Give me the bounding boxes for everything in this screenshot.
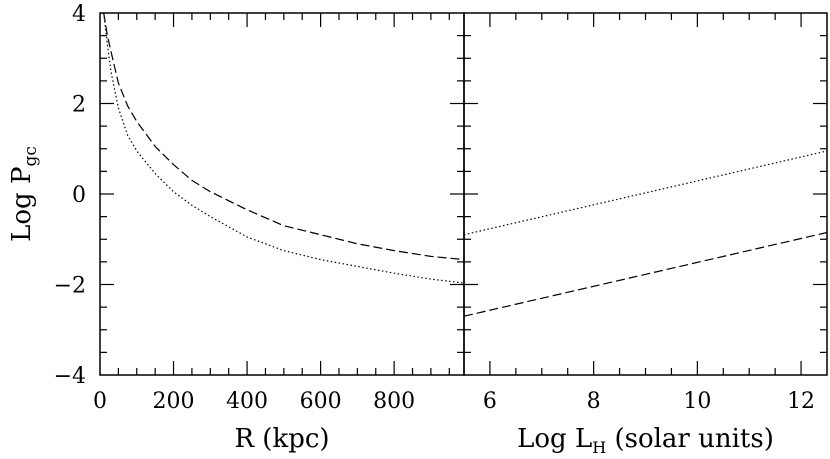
- right-panel: 6 8 10 12 Log LH (solar units): [463, 12, 828, 457]
- x-tick-label: 8: [587, 389, 601, 414]
- x-tick-label: 6: [483, 389, 497, 414]
- right-series: [463, 150, 828, 317]
- left-panel: 0 200 400 600 800 −4 −2 0 2 4 R (kpc) Log Pgc: [7, 2, 465, 454]
- x-tick-label: 800: [373, 389, 415, 414]
- y-label-subscript: gc: [21, 146, 41, 166]
- left-plot-frame: [99, 12, 465, 376]
- x-tick-label: 200: [153, 389, 195, 414]
- x-tick-label: 12: [787, 389, 815, 414]
- x-tick-label: 400: [226, 389, 268, 414]
- x-label-main: Log L: [517, 424, 592, 454]
- y-tick-label: 4: [72, 2, 86, 27]
- left-ticks: [100, 13, 464, 375]
- y-label-main: Log P: [7, 167, 37, 242]
- dotted-series-line: [103, 12, 465, 284]
- y-tick-label: −4: [54, 364, 86, 389]
- y-tick-label: 0: [72, 183, 86, 208]
- dashed-series-line: [103, 12, 465, 261]
- left-y-axis-label: Log Pgc: [7, 146, 41, 242]
- x-tick-label: 10: [683, 389, 711, 414]
- x-label-subscript: H: [592, 438, 606, 457]
- y-tick-label: −2: [54, 274, 86, 299]
- dotted-series-line: [463, 150, 828, 236]
- y-tick-label: 2: [72, 93, 86, 118]
- right-ticks: [464, 13, 827, 375]
- dashed-series-line: [463, 231, 828, 317]
- right-plot-frame: [463, 12, 828, 376]
- left-series: [103, 12, 465, 284]
- left-x-axis-label: R (kpc): [234, 424, 329, 454]
- right-tick-labels: 6 8 10 12: [483, 389, 815, 414]
- x-tick-label: 600: [300, 389, 342, 414]
- right-x-axis-label: Log LH (solar units): [517, 424, 774, 457]
- x-label-tail: (solar units): [606, 424, 774, 454]
- left-tick-labels: 0 200 400 600 800 −4 −2 0 2 4: [54, 2, 416, 414]
- x-tick-label: 0: [93, 389, 107, 414]
